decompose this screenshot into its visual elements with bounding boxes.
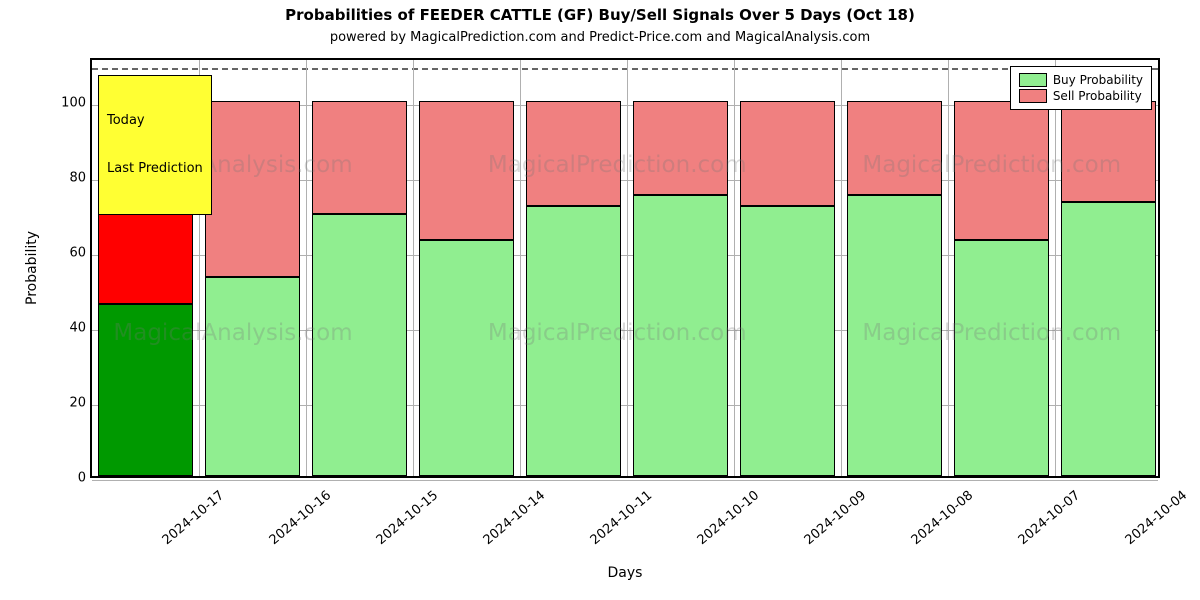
bar-sell <box>526 101 620 206</box>
x-axis-label: Days <box>90 565 1160 581</box>
bar-buy <box>633 195 727 476</box>
bar-group <box>847 56 941 476</box>
bar-sell <box>312 101 406 214</box>
bar-sell <box>205 101 299 277</box>
bar-buy <box>205 277 299 476</box>
bar-group <box>312 56 406 476</box>
gridline-v <box>413 60 414 476</box>
y-tick-label: 60 <box>26 246 86 261</box>
bar-sell <box>847 101 941 195</box>
legend-label-buy: Buy Probability <box>1053 73 1143 87</box>
gridline-h <box>92 480 1158 481</box>
legend-swatch-sell <box>1019 89 1047 103</box>
plot-area: Buy Probability Sell Probability Today L… <box>90 58 1160 478</box>
bar-group <box>205 56 299 476</box>
gridline-v <box>841 60 842 476</box>
x-tick-label: 2024-10-09 <box>801 488 869 548</box>
bar-sell <box>419 101 513 240</box>
gridline-v <box>627 60 628 476</box>
x-tick-label: 2024-10-10 <box>694 488 762 548</box>
x-tick-label: 2024-10-14 <box>480 488 548 548</box>
bar-group <box>633 56 727 476</box>
bar-buy <box>740 206 834 476</box>
y-tick-label: 0 <box>26 471 86 486</box>
bar-group <box>954 56 1048 476</box>
bar-sell <box>633 101 727 195</box>
chart-container: Probabilities of FEEDER CATTLE (GF) Buy/… <box>0 0 1200 600</box>
bar-sell <box>740 101 834 206</box>
bar-sell <box>954 101 1048 240</box>
bar-group <box>1061 56 1155 476</box>
legend: Buy Probability Sell Probability <box>1010 66 1152 110</box>
bar-sell <box>1061 101 1155 202</box>
gridline-v <box>734 60 735 476</box>
y-tick-label: 80 <box>26 171 86 186</box>
bar-buy <box>312 214 406 477</box>
bar-buy <box>954 240 1048 476</box>
y-tick-label: 40 <box>26 321 86 336</box>
chart-title: Probabilities of FEEDER CATTLE (GF) Buy/… <box>0 6 1200 24</box>
x-tick-label: 2024-10-04 <box>1122 488 1190 548</box>
today-flag-line2: Last Prediction <box>107 161 203 177</box>
x-tick-label: 2024-10-07 <box>1015 488 1083 548</box>
legend-label-sell: Sell Probability <box>1053 89 1142 103</box>
y-tick-label: 100 <box>26 96 86 111</box>
chart-subtitle: powered by MagicalPrediction.com and Pre… <box>0 30 1200 45</box>
x-tick-label: 2024-10-16 <box>266 488 334 548</box>
bar-buy <box>98 304 192 477</box>
bar-group <box>419 56 513 476</box>
x-tick-label: 2024-10-08 <box>908 488 976 548</box>
gridline-v <box>306 60 307 476</box>
y-tick-label: 20 <box>26 396 86 411</box>
bar-buy <box>526 206 620 476</box>
x-tick-label: 2024-10-15 <box>373 488 441 548</box>
x-tick-label: 2024-10-11 <box>587 488 655 548</box>
gridline-v <box>1055 60 1056 476</box>
legend-swatch-buy <box>1019 73 1047 87</box>
gridline-v <box>520 60 521 476</box>
legend-item-buy: Buy Probability <box>1019 73 1143 87</box>
today-flag-line1: Today <box>107 113 203 129</box>
legend-item-sell: Sell Probability <box>1019 89 1143 103</box>
today-flag: Today Last Prediction <box>98 75 212 215</box>
y-axis-label: Probability <box>20 58 44 478</box>
bar-buy <box>1061 202 1155 476</box>
bar-buy <box>847 195 941 476</box>
bar-buy <box>419 240 513 476</box>
gridline-v <box>948 60 949 476</box>
bar-group <box>740 56 834 476</box>
x-tick-label: 2024-10-17 <box>159 488 227 548</box>
bar-group <box>526 56 620 476</box>
